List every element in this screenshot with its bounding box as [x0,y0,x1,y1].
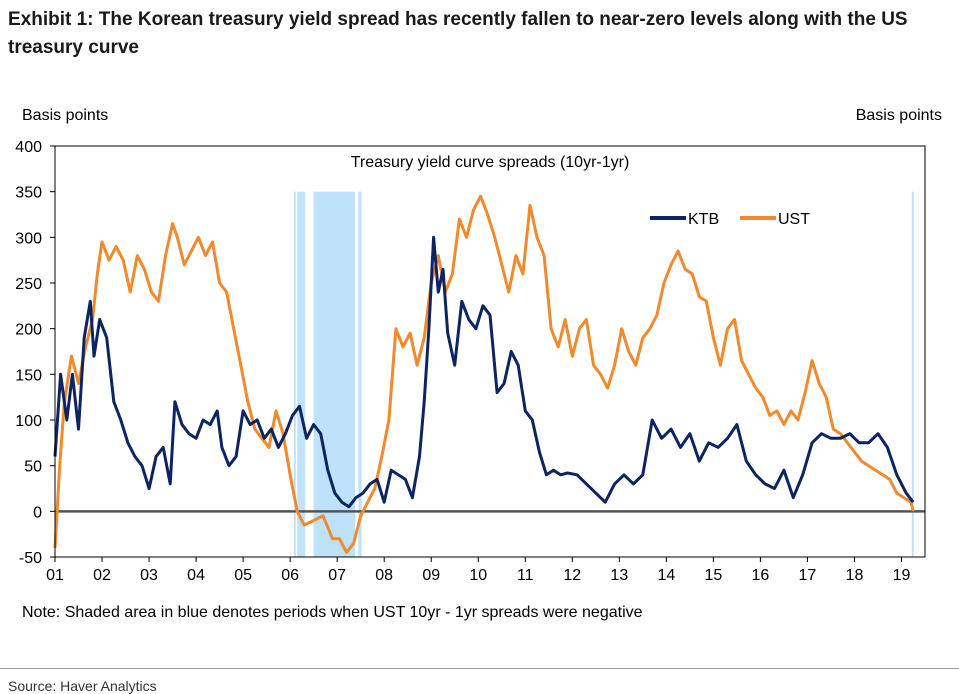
exhibit-title: Exhibit 1: The Korean treasury yield spr… [8,9,908,58]
left-axis-unit: Basis points [22,107,109,124]
x-tick-label: 13 [610,567,628,584]
y-tick-label: 100 [15,413,42,430]
y-tick-label: 150 [15,367,42,384]
shaded-period [313,191,356,557]
legend-label-ktb: KTB [688,211,719,228]
x-tick-label: 02 [93,567,111,584]
y-axis: -50 0 50 100 150 200 250 300 350 400 [15,139,55,567]
x-tick-label: 08 [375,567,393,584]
x-tick-label: 18 [846,567,864,584]
x-tick-label: 19 [893,567,911,584]
series-lines [53,194,915,554]
y-tick-label: 200 [15,322,42,339]
right-axis-unit: Basis points [855,107,942,124]
x-tick-label: 04 [187,567,205,584]
x-tick-label: 16 [752,567,770,584]
x-tick-label: 03 [140,567,158,584]
yield-spread-chart: -50 0 50 100 150 200 250 300 350 400 01 02 03 04 05 06… [15,139,926,584]
x-tick-label: 12 [563,567,581,584]
x-tick-label: 15 [704,567,722,584]
y-tick-label: -50 [19,550,42,567]
x-tick-label: 14 [657,567,675,584]
series-line-ktb [53,235,915,509]
legend: KTB UST [650,211,810,228]
shaded-period [358,191,362,557]
x-axis: 01 02 03 04 05 06 07 08 09 10 11 12 13 14 15 16 17 18 19 [46,510,925,584]
chart-title: Treasury yield curve spreads (10yr-1yr) [351,154,630,171]
x-tick-label: 11 [517,567,534,584]
x-tick-label: 05 [234,567,252,584]
y-tick-label: 400 [15,139,42,156]
shading-note: Note: Shaded area in blue denotes period… [22,604,643,621]
y-tick-label: 0 [33,504,42,521]
x-tick-label: 17 [799,567,817,584]
x-tick-label: 10 [469,567,487,584]
x-tick-label: 06 [281,567,299,584]
footer-divider [0,668,959,669]
negative-spread-shading [293,191,914,557]
legend-label-ust: UST [778,211,810,228]
shaded-period [293,191,296,557]
x-tick-label: 01 [46,567,64,584]
shaded-period [297,191,306,557]
x-tick-label: 09 [422,567,440,584]
series-line-ust [53,194,915,554]
plot-frame [54,145,926,558]
y-tick-label: 300 [15,230,42,247]
x-tick-label: 07 [328,567,346,584]
y-tick-label: 350 [15,185,42,202]
source-text: Source: Haver Analytics [8,678,157,694]
y-tick-label: 50 [24,459,42,476]
shaded-period [911,191,914,557]
y-tick-label: 250 [15,276,42,293]
